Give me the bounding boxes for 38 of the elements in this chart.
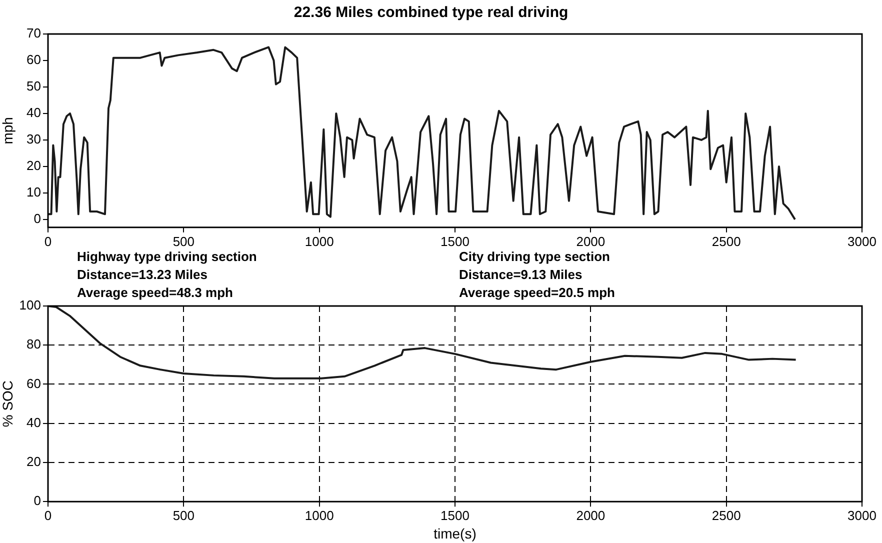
y-tick-label: 30: [26, 132, 41, 147]
text: Distance=13.23 Miles: [77, 266, 208, 284]
y-tick-label: 60: [26, 52, 41, 68]
y-axis-title: mph: [0, 117, 16, 144]
y-tick-label: 50: [26, 78, 41, 94]
x-tick-label: 500: [172, 234, 195, 249]
x-tick-label: 1000: [304, 234, 334, 249]
y-axis-title: % SOC: [0, 380, 16, 428]
y-tick-label: 40: [26, 105, 41, 120]
x-tick-label: 1500: [440, 234, 470, 249]
chart-title: 22.36 Miles combined type real driving: [294, 4, 568, 22]
x-tick-label: 3000: [848, 234, 876, 249]
x-tick-label: 1500: [440, 508, 470, 523]
y-tick-label: 0: [34, 211, 41, 226]
text: Average speed=20.5 mph: [459, 284, 615, 302]
y-tick-label: 80: [26, 336, 41, 352]
text: Distance=9.13 Miles: [459, 266, 584, 284]
y-tick-label: 20: [26, 454, 41, 470]
x-tick-label: 500: [172, 508, 195, 523]
x-axis-title: time(s): [434, 525, 476, 542]
y-tick-label: 40: [26, 414, 41, 430]
x-tick-label: 2500: [712, 234, 741, 249]
y-tick-label: 100: [19, 298, 41, 313]
text: Highway type driving section: [77, 248, 257, 266]
text: Average speed=48.3 mph: [77, 284, 234, 302]
y-tick-label: 0: [34, 493, 41, 508]
x-tick-label: 2000: [576, 508, 606, 523]
text: City driving type section: [459, 248, 611, 266]
x-tick-label: 2500: [712, 508, 741, 523]
y-tick-label: 60: [26, 376, 41, 391]
x-tick-label: 1000: [304, 508, 334, 523]
x-tick-label: 0: [44, 508, 52, 523]
x-tick-label: 0: [44, 234, 52, 249]
x-tick-label: 2000: [576, 234, 606, 249]
y-tick-label: 10: [26, 184, 41, 200]
y-tick-label: 20: [26, 158, 41, 174]
x-tick-label: 3000: [848, 508, 876, 523]
y-tick-label: 70: [26, 26, 41, 41]
